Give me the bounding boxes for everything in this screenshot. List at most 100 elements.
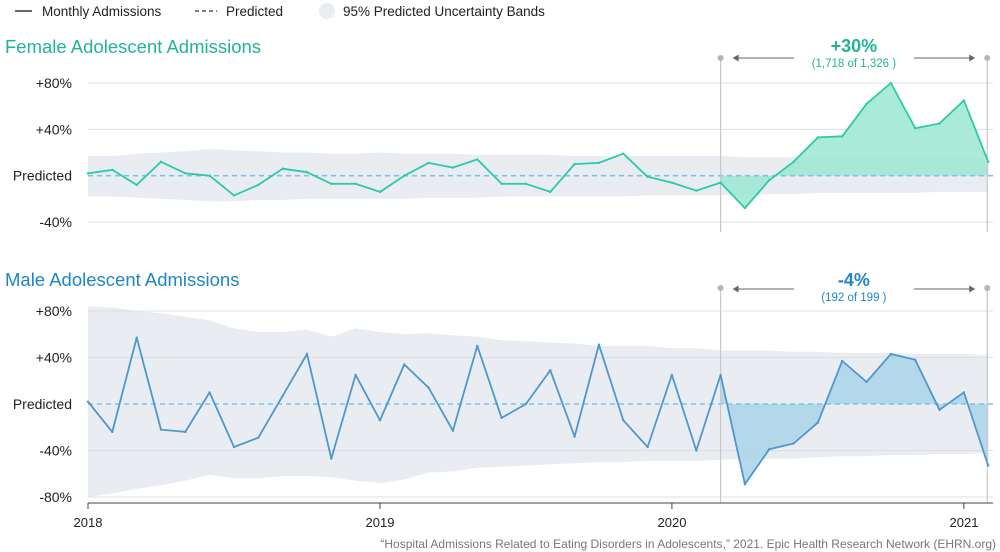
female-data-point — [135, 183, 138, 187]
male-data-point — [354, 373, 357, 377]
female-data-point — [987, 160, 990, 163]
x-tick-label-2021: 2021 — [950, 515, 979, 530]
female-y-tick-label: -40% — [39, 214, 72, 230]
male-y-tick-label: Predicted — [13, 396, 72, 412]
x-tick-label-2020: 2020 — [658, 515, 687, 530]
male-y-tick-label: +80% — [36, 303, 72, 319]
male-data-point — [427, 386, 430, 389]
male-data-point — [962, 391, 966, 394]
female-data-point — [208, 174, 211, 177]
female-pandemic-marker-dot — [717, 55, 724, 61]
female-y-tick-label: +80% — [36, 75, 72, 91]
female-data-point — [476, 158, 479, 161]
female-annotation-value: +30% — [831, 36, 878, 56]
male-data-point — [403, 363, 406, 366]
female-data-point — [938, 122, 941, 125]
female-y-tick-label: Predicted — [13, 168, 72, 184]
male-data-point — [743, 483, 747, 486]
male-data-point — [232, 445, 236, 449]
female-data-point — [549, 190, 552, 194]
male-end-marker-dot — [984, 285, 991, 291]
female-panel: +80% +40% Predicted -40% +30% (1,718 of 1,326… — [13, 36, 993, 232]
male-data-point — [987, 464, 990, 467]
male-data-point — [451, 429, 455, 432]
male-data-point — [500, 416, 503, 420]
male-data-point — [111, 430, 114, 434]
male-y-tick-label: -80% — [39, 489, 72, 505]
male-data-point — [524, 402, 528, 406]
legend-band-swatch — [319, 3, 335, 19]
male-data-point — [695, 449, 698, 452]
male-data-point — [86, 400, 90, 403]
female-data-point — [646, 175, 649, 178]
female-data-point — [962, 99, 966, 102]
male-pandemic-marker-dot — [717, 285, 724, 291]
female-data-point — [403, 174, 406, 177]
female-data-point — [330, 182, 333, 185]
female-data-point — [500, 182, 503, 185]
male-y-tick-label: +40% — [36, 350, 72, 366]
male-annotation-detail: (192 of 199 ) — [821, 292, 886, 304]
male-data-point — [305, 352, 309, 356]
female-data-point — [670, 181, 674, 184]
female-data-point — [232, 194, 236, 197]
male-data-point — [889, 352, 893, 356]
male-data-point — [914, 358, 917, 361]
female-data-point — [573, 162, 576, 166]
female-difference-area — [720, 83, 989, 209]
male-data-point — [792, 442, 795, 445]
legend-actual-label: Monthly Admissions — [42, 4, 162, 19]
male-data-point — [135, 336, 138, 339]
legend-band-label: 95% Predicted Uncertainty Bands — [343, 4, 545, 19]
female-data-point — [768, 179, 771, 182]
female-data-point — [622, 152, 625, 155]
female-data-point — [111, 168, 114, 172]
male-y-tick-label: -40% — [39, 443, 72, 459]
female-data-point — [816, 136, 820, 139]
female-data-point — [792, 160, 795, 163]
male-data-point — [622, 419, 625, 422]
male-data-point — [768, 448, 771, 451]
male-data-point — [184, 430, 187, 434]
male-data-point — [330, 457, 333, 460]
male-data-point — [719, 373, 722, 377]
female-data-point — [865, 102, 868, 106]
male-panel-title: Male Adolescent Admissions — [5, 269, 239, 290]
female-data-point — [743, 206, 747, 210]
male-data-point — [670, 373, 674, 377]
female-data-point — [889, 81, 893, 85]
female-data-point — [354, 182, 357, 185]
male-data-point — [938, 408, 941, 411]
male-data-point — [646, 445, 649, 449]
female-data-point — [597, 161, 601, 165]
female-data-point — [841, 135, 844, 138]
male-data-point — [841, 359, 844, 363]
male-data-point — [257, 436, 260, 439]
male-data-point — [476, 344, 479, 348]
female-arrowhead-left — [732, 54, 739, 62]
source-citation: “Hospital Admissions Related to Eating D… — [380, 537, 996, 551]
female-y-tick-label: +40% — [36, 121, 72, 137]
female-data-point — [524, 182, 528, 185]
female-data-point — [86, 172, 90, 175]
male-data-point — [159, 428, 163, 431]
male-data-point — [573, 435, 576, 438]
male-data-point — [281, 394, 284, 398]
male-data-point — [597, 343, 601, 346]
male-data-point — [865, 380, 868, 384]
male-admissions-line — [87, 336, 990, 486]
female-data-point — [378, 190, 382, 194]
x-axis: 2018 2019 2020 2021 — [74, 502, 993, 530]
male-data-point — [549, 369, 552, 372]
female-data-point — [305, 171, 309, 174]
male-panel: +80% +40% Predicted -40% -80% -4% (192 of 199 … — [13, 270, 993, 505]
male-data-point — [816, 421, 820, 424]
female-data-point — [427, 161, 430, 165]
female-data-point — [914, 127, 917, 130]
female-data-point — [451, 166, 455, 169]
female-data-point — [719, 181, 722, 184]
female-annotation-detail: (1,718 of 1,326 ) — [812, 58, 897, 70]
male-difference-area — [720, 354, 989, 485]
male-data-point — [378, 419, 382, 422]
